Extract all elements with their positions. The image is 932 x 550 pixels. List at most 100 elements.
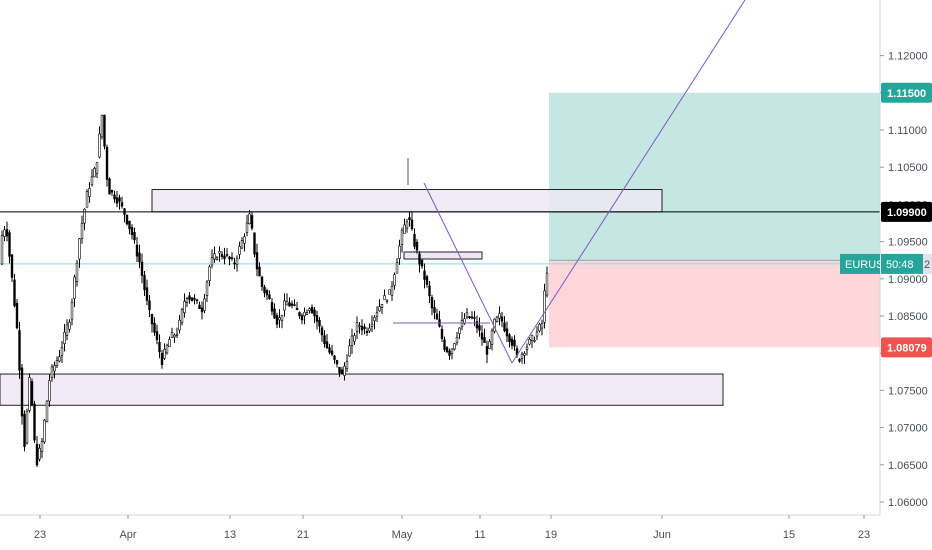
- candle-body: [258, 266, 261, 277]
- candle-body: [73, 276, 76, 299]
- time-tick-label: 21: [297, 529, 309, 541]
- candle-body: [265, 290, 269, 296]
- candle-body: [523, 352, 526, 356]
- candle-body: [400, 229, 404, 245]
- candle-body: [485, 346, 489, 355]
- candle-body: [278, 317, 281, 321]
- candle-body: [100, 114, 104, 138]
- candle-body: [155, 331, 159, 341]
- candle-body: [28, 377, 31, 411]
- price-tag[interactable]: [881, 337, 932, 358]
- price-tick-label: 1.08500: [888, 311, 928, 323]
- candle-body: [50, 366, 54, 378]
- candle-body: [53, 365, 56, 372]
- candle-body: [113, 194, 116, 200]
- candle-body: [533, 340, 536, 342]
- candle-body: [283, 300, 286, 311]
- price-axis[interactable]: 1.060001.065001.070001.075001.080001.085…: [880, 51, 928, 509]
- supply-zone-box[interactable]: [151, 189, 663, 213]
- candle-body: [510, 338, 514, 346]
- candle-body: [25, 410, 29, 444]
- time-axis[interactable]: 23 Apr 13 21 May 11 19 Jun 15 23: [34, 515, 870, 541]
- candle-body: [428, 285, 431, 297]
- candle-body: [230, 257, 234, 259]
- candle-body: [413, 234, 416, 247]
- countdown-label: 50:48: [886, 259, 914, 271]
- candle-body: [273, 308, 276, 319]
- candle-body: [13, 279, 16, 307]
- candle-body: [188, 295, 191, 300]
- price-tick-label: 1.06500: [888, 460, 928, 472]
- candle-body: [498, 313, 501, 319]
- countdown-tag[interactable]: [881, 253, 923, 274]
- candle-body: [128, 220, 131, 230]
- candle-body: [275, 315, 279, 325]
- candle-body: [153, 322, 156, 333]
- candle-body: [248, 213, 251, 225]
- candle-body: [333, 355, 336, 360]
- candle-body: [408, 217, 411, 221]
- profit-zone[interactable]: [549, 92, 880, 261]
- candle-body: [465, 312, 469, 318]
- candle-body: [440, 328, 444, 339]
- candle-body: [138, 252, 141, 263]
- candle-body: [193, 297, 196, 300]
- candle-body: [195, 299, 199, 302]
- candle-body: [375, 312, 379, 317]
- candle-body: [288, 302, 291, 307]
- candle-body: [318, 320, 321, 327]
- time-tick-label: Apr: [119, 529, 136, 541]
- candle-body: [353, 335, 356, 342]
- price-tag[interactable]: [881, 82, 932, 103]
- candle-body: [68, 321, 71, 330]
- candle-body: [120, 202, 124, 207]
- candle-body: [205, 281, 209, 296]
- price-tick-label: 1.06000: [888, 497, 928, 509]
- candle-body: [505, 328, 509, 337]
- candle-body: [35, 444, 39, 466]
- candle-body: [45, 400, 49, 423]
- candle-body: [330, 350, 334, 355]
- symbol-tag[interactable]: [840, 253, 880, 274]
- time-tick-label: Jun: [653, 529, 671, 541]
- small-zone-box[interactable]: [403, 251, 483, 260]
- candle-body: [215, 257, 219, 260]
- candle-body: [325, 341, 329, 349]
- candle-body: [433, 307, 436, 313]
- candle-body: [530, 335, 534, 341]
- falling-trend-line[interactable]: [423, 182, 513, 364]
- candle-body: [535, 331, 539, 337]
- candle-body: [305, 312, 309, 315]
- candle-body: [178, 319, 181, 331]
- candle-body: [240, 240, 244, 249]
- candle-body: [18, 330, 21, 371]
- loss-zone[interactable]: [549, 260, 880, 348]
- candle-body: [335, 360, 339, 365]
- candle-body: [158, 341, 161, 353]
- candle-body: [168, 339, 171, 347]
- candle-body: [218, 251, 221, 254]
- candle-body: [148, 300, 151, 311]
- candle-body: [165, 344, 169, 354]
- candle-body: [398, 245, 401, 259]
- candle-body: [483, 337, 486, 343]
- symbol-label: EURUSD: [845, 259, 892, 271]
- candle-body: [343, 365, 346, 376]
- candle-body: [328, 347, 331, 353]
- candle-body: [253, 232, 256, 255]
- candle-body: [145, 287, 149, 301]
- price-tag[interactable]: [881, 201, 932, 222]
- candle-body: [78, 238, 81, 260]
- candle-body: [163, 348, 166, 359]
- candle-body: [345, 360, 349, 369]
- candle-body: [160, 353, 164, 365]
- time-tick-label: 23: [858, 529, 870, 541]
- rising-trend-line[interactable]: [511, 0, 746, 364]
- candle-body: [445, 347, 449, 353]
- candle-body: [235, 258, 239, 265]
- demand-zone-box[interactable]: [0, 373, 724, 406]
- candle-body: [83, 209, 86, 224]
- candle-body: [393, 274, 396, 286]
- price-tag-label: 1.09900: [887, 207, 927, 219]
